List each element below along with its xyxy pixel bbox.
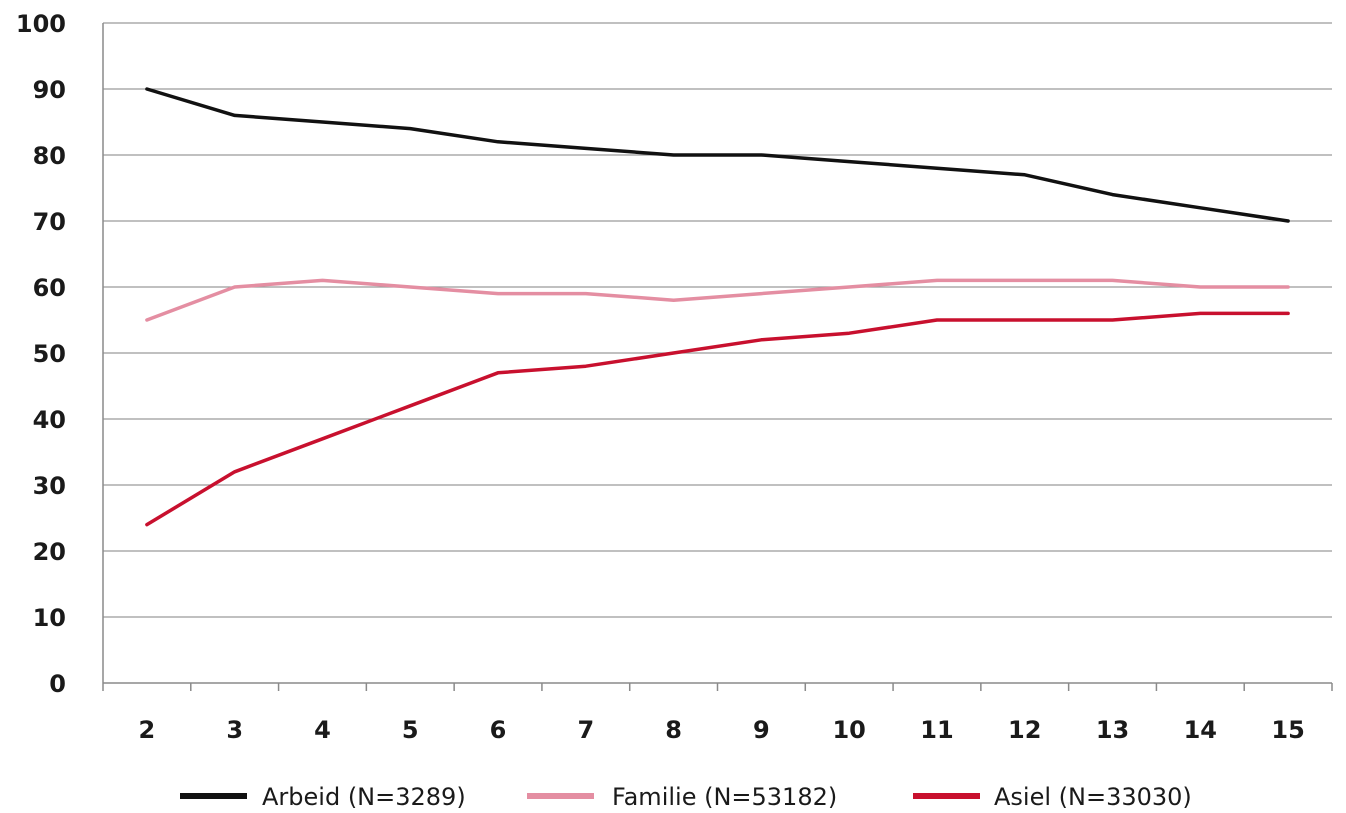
series-lines bbox=[145, 87, 1290, 527]
legend-label: Familie (N=53182) bbox=[612, 783, 837, 811]
legend-label: Arbeid (N=3289) bbox=[262, 783, 466, 811]
y-tick-label: 100 bbox=[16, 10, 66, 38]
x-tick-label: 10 bbox=[832, 716, 865, 744]
x-tick-label: 11 bbox=[920, 716, 953, 744]
series-line-2 bbox=[145, 311, 1290, 527]
gridlines bbox=[103, 22, 1332, 618]
x-tick-label: 12 bbox=[1008, 716, 1041, 744]
x-tick-label: 9 bbox=[753, 716, 770, 744]
x-tick-label: 6 bbox=[490, 716, 507, 744]
y-tick-label: 20 bbox=[33, 538, 66, 566]
legend-label: Asiel (N=33030) bbox=[994, 783, 1192, 811]
x-tick-label: 8 bbox=[665, 716, 682, 744]
y-tick-label: 80 bbox=[33, 142, 66, 170]
y-tick-label: 70 bbox=[33, 208, 66, 236]
x-tick-label: 13 bbox=[1096, 716, 1129, 744]
series-line-1 bbox=[145, 278, 1290, 322]
x-tick-label: 15 bbox=[1271, 716, 1304, 744]
y-tick-label: 60 bbox=[33, 274, 66, 302]
x-tick-label: 3 bbox=[226, 716, 243, 744]
y-tick-label: 40 bbox=[33, 406, 66, 434]
x-tick-label: 5 bbox=[402, 716, 419, 744]
x-tick-label: 2 bbox=[139, 716, 156, 744]
y-tick-label: 30 bbox=[33, 472, 66, 500]
axes: 0 10 20 30 40 50 60 70 80 90 100 2 3 4 5 6 7 8 9 10 11 12 13 14… bbox=[16, 10, 1333, 744]
x-tick-label: 4 bbox=[314, 716, 331, 744]
x-tick-label: 7 bbox=[577, 716, 594, 744]
y-tick-label: 50 bbox=[33, 340, 66, 368]
legend: Arbeid (N=3289) Familie (N=53182) Asiel (N… bbox=[180, 783, 1192, 811]
x-tick-label: 14 bbox=[1184, 716, 1217, 744]
series-line-0 bbox=[145, 87, 1290, 223]
y-tick-label: 90 bbox=[33, 76, 66, 104]
y-tick-label: 0 bbox=[49, 670, 66, 698]
y-tick-label: 10 bbox=[33, 604, 66, 632]
